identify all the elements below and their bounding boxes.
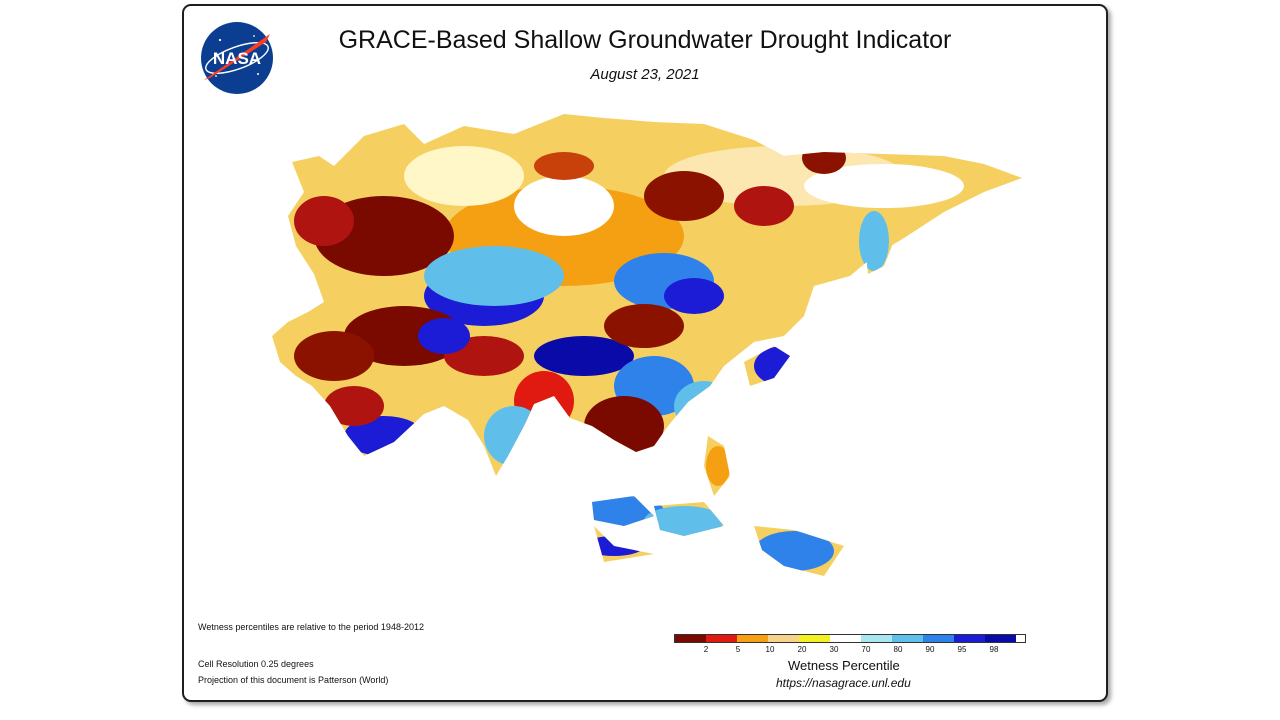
legend-tick: 80 xyxy=(893,645,903,654)
legend-ticks: 2 5 10 20 30 70 80 90 95 98 xyxy=(674,643,1026,657)
color-legend: 2 5 10 20 30 70 80 90 95 98 xyxy=(674,634,1026,657)
projection-note: Projection of this document is Patterson… xyxy=(198,675,389,685)
legend-swatch xyxy=(954,635,985,642)
legend-label: Wetness Percentile xyxy=(788,658,900,673)
map-frame: NASA GRACE-Based Shallow Groundwater Dro… xyxy=(182,4,1108,702)
legend-swatch xyxy=(861,635,892,642)
legend-tick: 10 xyxy=(765,645,775,654)
source-url: https://nasagrace.unl.edu xyxy=(776,676,911,690)
svg-text:NASA: NASA xyxy=(213,49,261,68)
legend-tick: 90 xyxy=(925,645,935,654)
map-title: GRACE-Based Shallow Groundwater Drought … xyxy=(338,26,952,54)
nasa-logo: NASA xyxy=(201,22,273,94)
legend-swatch xyxy=(768,635,799,642)
resolution-note: Cell Resolution 0.25 degrees xyxy=(198,659,314,669)
legend-swatch xyxy=(706,635,737,642)
legend-tick: 70 xyxy=(861,645,871,654)
legend-tick: 20 xyxy=(797,645,807,654)
legend-swatch xyxy=(737,635,768,642)
legend-tick: 95 xyxy=(957,645,967,654)
map-date: August 23, 2021 xyxy=(590,66,700,83)
legend-swatch xyxy=(923,635,954,642)
legend-swatch xyxy=(675,635,706,642)
legend-swatch xyxy=(830,635,861,642)
legend-tick: 30 xyxy=(829,645,839,654)
legend-swatches xyxy=(674,634,1026,643)
legend-tick: 5 xyxy=(735,645,741,654)
legend-swatch xyxy=(985,635,1016,642)
legend-tick: 2 xyxy=(703,645,709,654)
drought-map xyxy=(272,114,1022,576)
legend-tick: 98 xyxy=(989,645,999,654)
legend-swatch xyxy=(799,635,830,642)
legend-swatch xyxy=(892,635,923,642)
period-note: Wetness percentiles are relative to the … xyxy=(198,622,424,632)
